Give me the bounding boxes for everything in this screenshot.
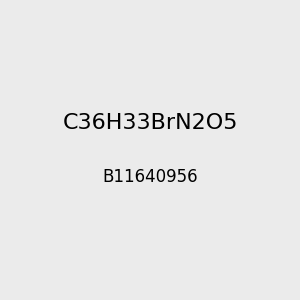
- Text: C36H33BrN2O5: C36H33BrN2O5: [62, 113, 238, 133]
- Text: B11640956: B11640956: [102, 168, 198, 186]
